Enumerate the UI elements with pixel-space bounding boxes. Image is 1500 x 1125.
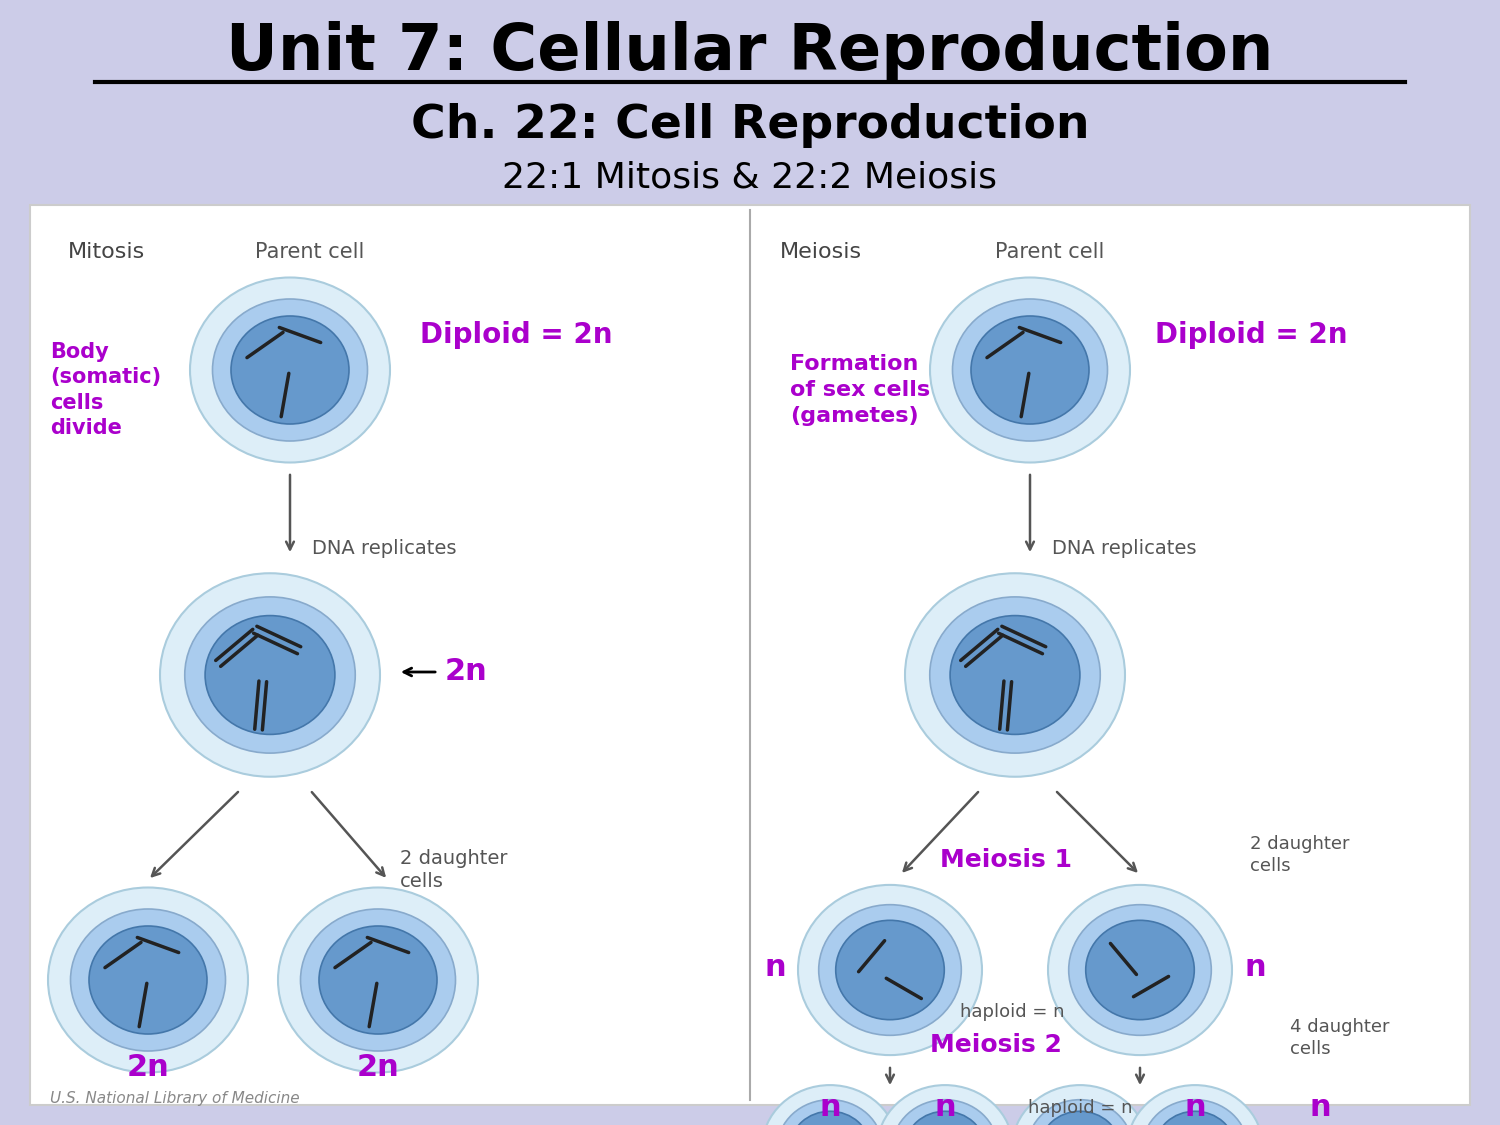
Text: Ch. 22: Cell Reproduction: Ch. 22: Cell Reproduction <box>411 102 1089 147</box>
Ellipse shape <box>819 904 962 1035</box>
Text: Body
(somatic)
cells
divide: Body (somatic) cells divide <box>50 342 160 439</box>
Ellipse shape <box>798 885 982 1055</box>
Text: Meiosis 2: Meiosis 2 <box>930 1033 1062 1058</box>
Ellipse shape <box>950 615 1080 735</box>
Ellipse shape <box>320 926 436 1034</box>
Ellipse shape <box>190 278 390 462</box>
Text: Mitosis: Mitosis <box>68 242 146 262</box>
Text: DNA replicates: DNA replicates <box>1052 539 1197 558</box>
Text: n: n <box>764 954 786 982</box>
Text: n: n <box>934 1094 956 1123</box>
Ellipse shape <box>1086 920 1194 1019</box>
Ellipse shape <box>300 909 456 1051</box>
Text: 2 daughter
cells: 2 daughter cells <box>1250 835 1350 875</box>
Text: Parent cell: Parent cell <box>255 242 364 262</box>
Ellipse shape <box>160 574 380 776</box>
Text: 22:1 Mitosis & 22:2 Meiosis: 22:1 Mitosis & 22:2 Meiosis <box>503 161 998 195</box>
Ellipse shape <box>1013 1086 1148 1125</box>
Text: 4 daughter
cells: 4 daughter cells <box>1290 1018 1389 1059</box>
Text: n: n <box>819 1094 842 1123</box>
Ellipse shape <box>904 1112 986 1125</box>
Ellipse shape <box>231 316 350 424</box>
Ellipse shape <box>213 299 368 441</box>
Text: U.S. National Library of Medicine: U.S. National Library of Medicine <box>50 1090 300 1106</box>
Ellipse shape <box>1028 1100 1132 1125</box>
Ellipse shape <box>836 920 945 1019</box>
Ellipse shape <box>1143 1100 1248 1125</box>
Text: 2n: 2n <box>357 1053 399 1082</box>
Ellipse shape <box>1068 904 1212 1035</box>
Ellipse shape <box>930 278 1130 462</box>
Text: 2 daughter
cells: 2 daughter cells <box>400 848 507 891</box>
Text: Parent cell: Parent cell <box>996 242 1104 262</box>
Text: Unit 7: Cellular Reproduction: Unit 7: Cellular Reproduction <box>226 21 1274 83</box>
Text: 2n: 2n <box>446 657 488 686</box>
Text: Meiosis 1: Meiosis 1 <box>940 848 1072 872</box>
Text: n: n <box>1244 954 1266 982</box>
Ellipse shape <box>952 299 1107 441</box>
Ellipse shape <box>930 597 1100 753</box>
FancyBboxPatch shape <box>30 205 1470 1105</box>
Ellipse shape <box>278 888 478 1072</box>
Text: n: n <box>1184 1094 1206 1123</box>
Ellipse shape <box>1126 1086 1263 1125</box>
Ellipse shape <box>762 1086 898 1125</box>
Text: 2n: 2n <box>126 1053 170 1082</box>
Text: Diploid = 2n: Diploid = 2n <box>420 321 612 349</box>
Ellipse shape <box>206 615 334 735</box>
Text: n: n <box>1310 1094 1330 1123</box>
Text: DNA replicates: DNA replicates <box>312 539 456 558</box>
Ellipse shape <box>790 1112 870 1125</box>
Ellipse shape <box>1048 885 1232 1055</box>
Text: Meiosis: Meiosis <box>780 242 862 262</box>
Text: haploid = n: haploid = n <box>960 1004 1065 1022</box>
Ellipse shape <box>184 597 356 753</box>
Ellipse shape <box>904 574 1125 776</box>
Ellipse shape <box>48 888 248 1072</box>
Text: haploid = n: haploid = n <box>1028 1099 1132 1117</box>
Text: Diploid = 2n: Diploid = 2n <box>1155 321 1347 349</box>
Ellipse shape <box>70 909 225 1051</box>
Ellipse shape <box>88 926 207 1034</box>
Text: Formation
of sex cells
(gametes): Formation of sex cells (gametes) <box>790 354 930 425</box>
Ellipse shape <box>777 1100 882 1125</box>
Ellipse shape <box>878 1086 1013 1125</box>
Ellipse shape <box>1040 1112 1120 1125</box>
Ellipse shape <box>892 1100 998 1125</box>
Ellipse shape <box>1155 1112 1234 1125</box>
Ellipse shape <box>970 316 1089 424</box>
